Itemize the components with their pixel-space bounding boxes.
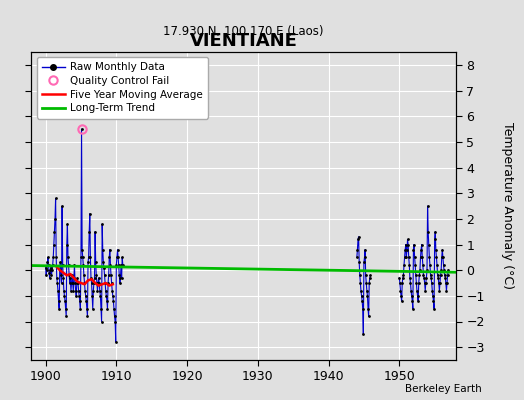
Text: Berkeley Earth: Berkeley Earth bbox=[406, 384, 482, 394]
Legend: Raw Monthly Data, Quality Control Fail, Five Year Moving Average, Long-Term Tren: Raw Monthly Data, Quality Control Fail, … bbox=[37, 57, 208, 118]
Title: VIENTIANE: VIENTIANE bbox=[190, 32, 298, 50]
Text: 17.930 N, 100.170 E (Laos): 17.930 N, 100.170 E (Laos) bbox=[163, 25, 324, 38]
Y-axis label: Temperature Anomaly (°C): Temperature Anomaly (°C) bbox=[501, 122, 515, 290]
